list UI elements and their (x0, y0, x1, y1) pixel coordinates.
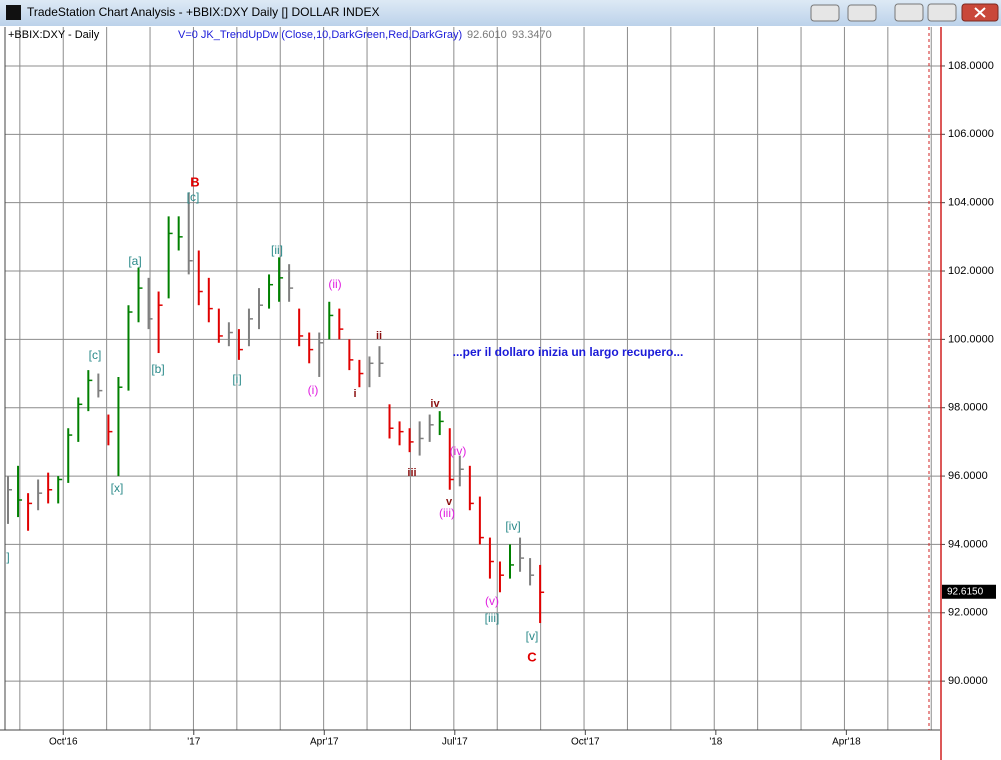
wave-label: [ii] (271, 243, 283, 257)
wave-label: (iv) (450, 444, 467, 458)
wave-label: [v] (526, 629, 539, 643)
wave-label: (v) (485, 594, 499, 608)
wave-label: iv (430, 398, 440, 410)
y-tick-label: 108.0000 (948, 60, 994, 72)
wave-label: [i] (232, 372, 241, 386)
wave-label: [a] (128, 254, 141, 268)
last-price-box (942, 584, 996, 599)
y-tick-label: 106.0000 (948, 128, 994, 140)
app-icon (6, 5, 21, 20)
y-tick-label: 100.0000 (948, 333, 994, 345)
wave-label: B (190, 174, 199, 189)
minimize-button[interactable] (894, 3, 924, 22)
x-tick-label: '17 (187, 737, 200, 748)
indicator-value: 92.6010 (467, 29, 507, 41)
maximize-button[interactable] (927, 3, 957, 22)
y-tick-label: 102.0000 (948, 265, 994, 277)
wave-label: i (353, 388, 356, 400)
y-tick-label: 98.0000 (948, 402, 988, 414)
wave-label: [iii] (485, 611, 500, 625)
indicator-value: 93.3470 (512, 29, 552, 41)
wave-label: (ii) (328, 277, 341, 291)
y-tick-label: 90.0000 (948, 675, 988, 687)
indicator-label: V=0 JK_TrendUpDw (Close,10,DarkGreen,Red… (178, 29, 462, 41)
wave-label: [c] (89, 348, 102, 362)
wave-label: [iv] (505, 519, 520, 533)
last-price-label: 92.6150 (947, 586, 984, 597)
x-tick-label: Apr'18 (832, 737, 861, 748)
y-tick-label: 92.0000 (948, 607, 988, 619)
x-tick-label: Oct'16 (49, 737, 78, 748)
chart-background (0, 26, 1001, 760)
wave-label: [b] (151, 362, 164, 376)
plot (5, 27, 940, 730)
data-link-button[interactable] (847, 4, 877, 22)
y-tick-label: 96.0000 (948, 470, 988, 482)
y-tick-label: 104.0000 (948, 197, 994, 209)
close-glyph (974, 7, 986, 18)
wave-label: [c] (187, 190, 200, 204)
window-title: TradeStation Chart Analysis - +BBIX:DXY … (27, 5, 379, 19)
wave-label: C (527, 649, 537, 664)
x-tick-label: Jul'17 (442, 737, 468, 748)
wave-label: ] (6, 550, 9, 564)
wave-label: ii (376, 330, 382, 342)
wave-label: iii (407, 467, 416, 479)
x-tick-label: Oct'17 (571, 737, 600, 748)
chart-note: ...per il dollaro inizia un largo recupe… (453, 345, 684, 359)
symbol-label: +BBIX:DXY - Daily (8, 29, 100, 41)
x-tick-label: Apr'17 (310, 737, 339, 748)
x-tick-label: '18 (709, 737, 722, 748)
y-tick-label: 94.0000 (948, 538, 988, 550)
wave-label: (i) (308, 383, 319, 397)
wave-label: v (446, 496, 453, 508)
symbol-link-button[interactable] (810, 4, 840, 22)
wave-label: [x] (111, 481, 124, 495)
wave-label: (iii) (439, 506, 455, 520)
